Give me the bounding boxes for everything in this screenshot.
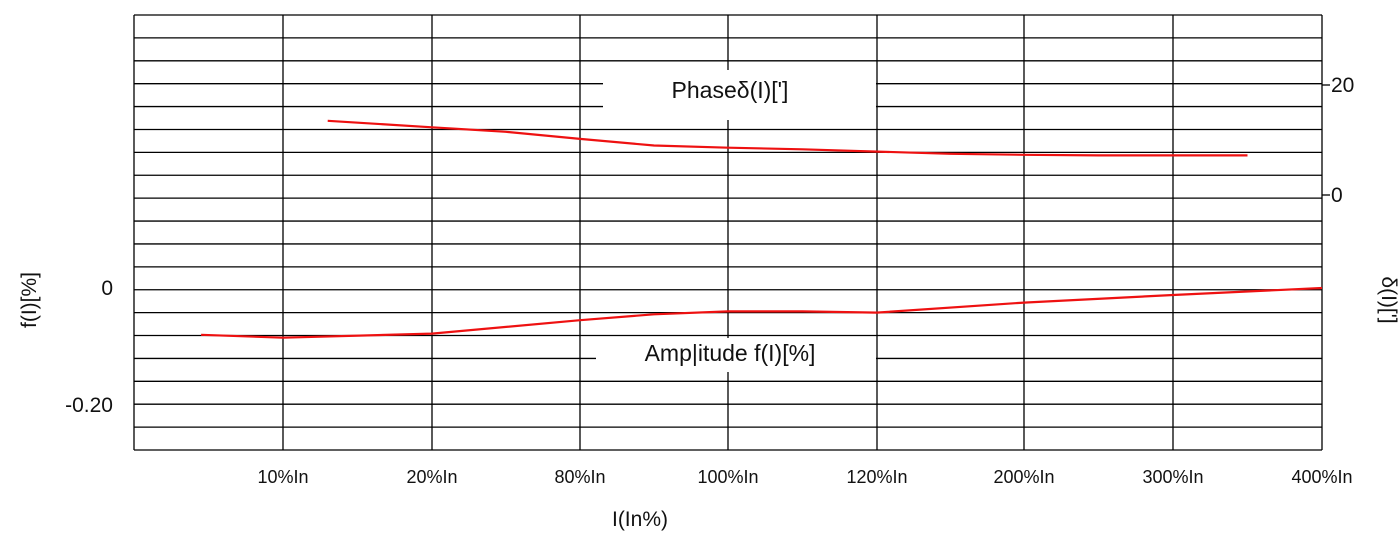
x-tick-label: 300%In	[1142, 467, 1203, 487]
right-tick-label: 0	[1331, 184, 1343, 207]
phase-series-label: Phaseδ(I)[']	[672, 77, 789, 103]
amplitude-series-label: Amp|itude f(I)[%]	[645, 340, 816, 366]
grid	[133, 14, 1323, 451]
phase-series-line	[327, 119, 1248, 157]
left-tick-label: -0.20	[65, 394, 113, 417]
x-tick-label: 80%In	[554, 467, 605, 487]
series-group	[201, 119, 1323, 339]
right-axis-title: δ(I)[']	[1377, 276, 1400, 323]
x-tick-label: 10%In	[257, 467, 308, 487]
phase-label-box	[603, 70, 876, 120]
x-tick-label: 400%In	[1291, 467, 1352, 487]
right-tick-labels: 20 0	[1322, 74, 1354, 207]
x-tick-label: 200%In	[993, 467, 1054, 487]
left-axis-title: f(I)[%]	[18, 272, 41, 328]
x-tick-label: 20%In	[406, 467, 457, 487]
x-axis-title: I(In%)	[612, 508, 668, 531]
left-tick-label: 0	[101, 277, 113, 300]
amplitude-series-line	[201, 286, 1323, 339]
x-tick-labels: 10%In 20%In 80%In 100%In 120%In 200%In 300%In 4…	[257, 467, 1352, 487]
left-tick-labels: 0 -0.20	[65, 277, 113, 417]
right-tick-label: 20	[1331, 74, 1354, 97]
x-tick-label: 100%In	[697, 467, 758, 487]
amplitude-label-box	[596, 338, 876, 372]
x-tick-label: 120%In	[846, 467, 907, 487]
